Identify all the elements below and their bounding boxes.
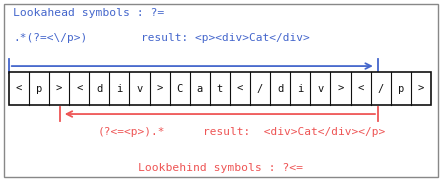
Text: <: < [358, 84, 364, 94]
Text: >: > [156, 84, 163, 94]
Text: /: / [257, 84, 263, 94]
Text: <: < [16, 84, 22, 94]
Text: d: d [277, 84, 283, 94]
Text: Lookbehind symbols : ?<=: Lookbehind symbols : ?<= [138, 163, 304, 173]
Text: p: p [36, 84, 42, 94]
Text: v: v [137, 84, 143, 94]
Text: >: > [337, 84, 343, 94]
Bar [9, 72, 431, 105]
Text: p: p [398, 84, 404, 94]
Text: >: > [418, 84, 424, 94]
Text: (?<=<p>).*: (?<=<p>).* [97, 127, 165, 137]
Text: i: i [116, 84, 122, 94]
Text: <: < [237, 84, 243, 94]
Text: a: a [197, 84, 203, 94]
Text: d: d [96, 84, 103, 94]
Text: result:  <div>Cat</div></p>: result: <div>Cat</div></p> [203, 127, 385, 137]
Text: t: t [217, 84, 223, 94]
Text: <: < [76, 84, 82, 94]
Text: Lookahead symbols : ?=: Lookahead symbols : ?= [13, 8, 164, 18]
Text: v: v [317, 84, 324, 94]
Text: i: i [297, 84, 303, 94]
Text: >: > [56, 84, 62, 94]
Text: C: C [176, 84, 183, 94]
Text: result: <p><div>Cat</div>: result: <p><div>Cat</div> [141, 33, 310, 43]
Text: .*(?=<\/p>): .*(?=<\/p>) [13, 33, 88, 43]
Text: /: / [377, 84, 384, 94]
